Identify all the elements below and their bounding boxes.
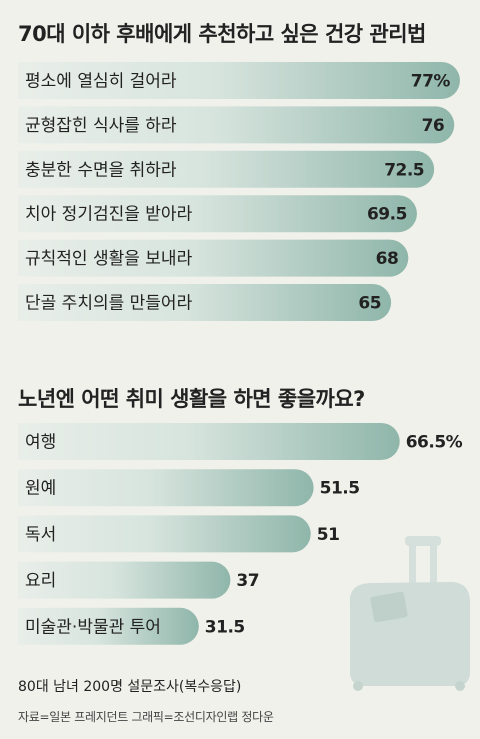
category-label: 요리 bbox=[25, 571, 56, 591]
bar-5 bbox=[18, 239, 409, 277]
category-label: 충분한 수면을 취하라 bbox=[25, 160, 177, 180]
bar-4 bbox=[18, 195, 417, 233]
bar-6 bbox=[18, 284, 392, 322]
bar-1 bbox=[18, 62, 460, 99]
category-label: 미술관·박물관 투어 bbox=[25, 617, 161, 637]
value-label: 76 bbox=[422, 116, 445, 136]
chart2-title: 노년엔 어떤 취미 생활을 하면 좋을까요? bbox=[18, 387, 365, 411]
value-label: 69.5 bbox=[367, 205, 407, 225]
category-label: 균형잡힌 식사를 하라 bbox=[25, 116, 177, 136]
category-label: 여행 bbox=[25, 433, 56, 453]
category-label: 치아 정기검진을 받아라 bbox=[25, 205, 193, 225]
value-label: 68 bbox=[376, 249, 399, 269]
value-label: 72.5 bbox=[384, 160, 424, 180]
bar-5 bbox=[18, 607, 199, 645]
value-label: 31.5 bbox=[205, 617, 245, 637]
value-label: 51 bbox=[317, 525, 340, 545]
category-label: 독서 bbox=[25, 525, 56, 545]
category-label: 단골 주치의를 만들어라 bbox=[25, 294, 193, 314]
value-label: 37 bbox=[236, 571, 259, 591]
suitcase-illustration bbox=[349, 536, 470, 691]
bar-1 bbox=[18, 423, 400, 460]
category-label: 규칙적인 생활을 보내라 bbox=[25, 249, 193, 269]
bar-2 bbox=[18, 106, 455, 144]
source-credit: 자료=일본 프레지던트 그래픽=조선디자인랩 정다운 bbox=[18, 710, 274, 724]
value-label: 65 bbox=[358, 294, 381, 314]
bar-3 bbox=[18, 515, 311, 553]
bar-2 bbox=[18, 469, 314, 507]
category-label: 원예 bbox=[25, 479, 56, 499]
category-label: 평소에 열심히 걸어라 bbox=[25, 72, 177, 92]
survey-note: 80대 남녀 200명 설문조사(복수응답) bbox=[18, 679, 242, 695]
chart1-bars: 평소에 열심히 걸어라 77% 균형잡힌 식사를 하라 76 충분한 수면을 취하라 72… bbox=[18, 62, 460, 322]
chart2-bars: 여행 66.5% 원예 51.5 독서 51 요리 37 미술관·박물관 투어 31.5 bbox=[18, 423, 463, 645]
bar-3 bbox=[18, 150, 435, 188]
value-label: 77% bbox=[411, 72, 451, 92]
value-label: 66.5% bbox=[406, 433, 463, 453]
bar-4 bbox=[18, 561, 231, 599]
value-label: 51.5 bbox=[320, 479, 360, 499]
chart1-title: 70대 이하 후배에게 추천하고 싶은 건강 관리법 bbox=[18, 22, 426, 46]
